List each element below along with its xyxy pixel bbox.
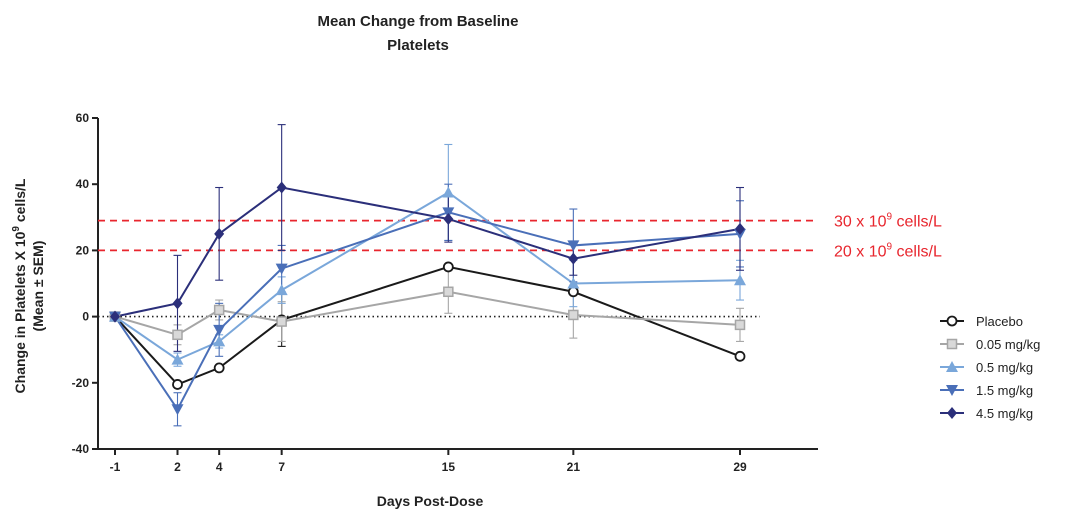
legend-marker (946, 361, 958, 372)
data-point (171, 353, 184, 365)
legend-label: 0.05 mg/kg (976, 337, 1040, 352)
y-axis-title-text: Change in Platelets X 10 (12, 231, 28, 393)
data-point (213, 362, 225, 374)
y-axis-title-unit: cells/L (12, 178, 28, 226)
threshold-label-superscript: 9 (886, 212, 892, 223)
data-point (442, 207, 455, 219)
data-point (172, 297, 183, 310)
y-tick-label: 20 (76, 243, 90, 257)
data-point (567, 240, 580, 252)
y-tick-label: 0 (82, 310, 89, 324)
y-tick-label: 60 (76, 111, 90, 125)
x-tick-label: 4 (216, 460, 223, 474)
x-tick-label: 7 (278, 460, 285, 474)
data-point (443, 286, 454, 298)
threshold-label-text: 20 x 10 (834, 243, 887, 260)
chart-title-line-1: Mean Change from Baseline (318, 13, 519, 30)
y-tick-label: 40 (76, 177, 90, 191)
y-axis-title-superscript: 9 (11, 226, 22, 232)
data-point (734, 319, 746, 331)
x-tick-label: 21 (567, 460, 581, 474)
y-tick-label: -40 (72, 442, 90, 456)
legend-marker (946, 385, 958, 396)
series-line (114, 265, 741, 386)
data-point (568, 252, 579, 265)
y-axis-title-line-1: Change in Platelets X 109 cells/L (11, 178, 28, 393)
data-point (276, 181, 287, 194)
data-point (214, 227, 225, 240)
data-point (734, 274, 746, 286)
series-line (114, 290, 741, 336)
chart-title-line-2: Platelets (387, 37, 449, 54)
series-line (114, 211, 741, 412)
data-point (567, 286, 579, 298)
data-point (171, 404, 184, 416)
legend-marker (946, 338, 958, 350)
x-tick-label: 29 (733, 460, 747, 474)
data-point (275, 284, 288, 296)
x-tick-label: 2 (174, 460, 181, 474)
threshold-label: 30 x 109 cells/L (834, 212, 942, 231)
series-line (114, 186, 741, 318)
series-line (114, 191, 741, 361)
threshold-label-unit: cells/L (892, 214, 942, 231)
data-point (110, 310, 120, 323)
y-axis-title: Change in Platelets X 109 cells/L (Mean … (11, 178, 46, 393)
legend-label: Placebo (976, 314, 1023, 329)
threshold-label-text: 30 x 10 (834, 214, 887, 231)
legend-marker (947, 407, 957, 419)
legend: Placebo 0.05 mg/kg 0.5 mg/kg 1.5 mg/kg 4.5 m… (940, 314, 1040, 421)
data-point (567, 277, 580, 289)
data-point (276, 316, 287, 327)
data-point (172, 379, 183, 390)
data-point (442, 261, 454, 273)
data-point (172, 329, 183, 341)
x-tick-label: 15 (442, 460, 456, 474)
chart-title: Mean Change from Baseline Platelets (318, 13, 519, 54)
threshold-label-superscript: 9 (886, 241, 892, 252)
legend-marker (946, 315, 958, 327)
data-point (734, 350, 746, 362)
legend-label: 4.5 mg/kg (976, 406, 1033, 421)
threshold-label-unit: cells/L (892, 243, 942, 260)
legend-label: 1.5 mg/kg (976, 383, 1033, 398)
data-point (213, 335, 226, 347)
y-axis-title-line-2: (Mean ± SEM) (30, 241, 46, 332)
threshold-label: 20 x 109 cells/L (834, 241, 942, 260)
data-point (568, 309, 579, 321)
data-point (275, 263, 288, 275)
data-point (735, 222, 745, 235)
data-point (442, 186, 455, 198)
y-tick-label: -20 (72, 376, 90, 390)
legend-label: 0.5 mg/kg (976, 360, 1033, 375)
data-point (213, 324, 226, 336)
data-point (443, 212, 454, 225)
x-tick-label: -1 (110, 460, 121, 474)
x-axis-title: Days Post-Dose (377, 493, 484, 509)
data-point (213, 304, 225, 316)
